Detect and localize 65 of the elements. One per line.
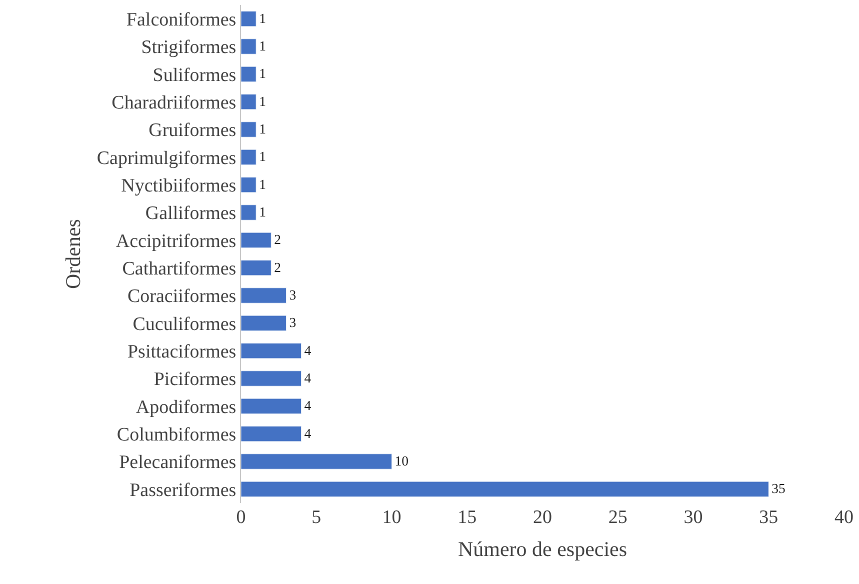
data-label: 3 bbox=[289, 287, 296, 302]
data-label: 4 bbox=[304, 342, 312, 358]
data-label: 10 bbox=[394, 453, 409, 468]
y-tick-label: Cuculiformes bbox=[132, 314, 236, 335]
bar bbox=[241, 176, 256, 193]
data-label: 4 bbox=[304, 370, 312, 386]
bar bbox=[241, 94, 256, 110]
bar bbox=[241, 315, 286, 332]
bar bbox=[241, 66, 256, 82]
y-tick-label: Gruiformes bbox=[148, 120, 236, 142]
data-label: 1 bbox=[259, 176, 266, 192]
bar bbox=[241, 38, 256, 54]
x-tick-label: 0 bbox=[236, 507, 246, 528]
data-label: 1 bbox=[259, 204, 266, 220]
x-tick-label: 15 bbox=[458, 507, 477, 528]
bar bbox=[241, 288, 286, 304]
data-label: 2 bbox=[274, 232, 282, 248]
x-tick-label: 35 bbox=[759, 507, 778, 528]
y-tick-label: Nyctibiiformes bbox=[121, 175, 236, 196]
data-label: 4 bbox=[304, 398, 312, 414]
y-tick-label: Pelecaniformes bbox=[119, 452, 236, 474]
y-tick-label: Passeriformes bbox=[130, 480, 236, 501]
bar bbox=[241, 398, 302, 414]
y-tick-label: Strigiformes bbox=[141, 37, 236, 58]
y-tick-label: Psittaciformes bbox=[127, 341, 236, 362]
data-label: 1 bbox=[259, 66, 266, 82]
bar bbox=[241, 260, 272, 276]
y-tick-label: Charadriiformes bbox=[112, 92, 236, 114]
y-tick-label: Columbiformes bbox=[116, 424, 236, 446]
x-tick-label: 30 bbox=[684, 507, 703, 528]
y-tick-label: Caprimulgiformes bbox=[96, 148, 236, 169]
x-tick-label: 5 bbox=[312, 507, 322, 528]
data-label: 1 bbox=[259, 38, 266, 54]
bar bbox=[241, 426, 302, 442]
x-tick-label: 20 bbox=[533, 507, 552, 528]
y-tick-label: Cathartiformes bbox=[122, 258, 236, 280]
bar bbox=[241, 204, 256, 220]
y-tick-label: Piciformes bbox=[154, 369, 236, 390]
y-tick-label: Coraciiformes bbox=[128, 286, 236, 308]
data-label: 1 bbox=[259, 94, 266, 109]
x-tick-label: 25 bbox=[608, 507, 628, 528]
data-label: 1 bbox=[259, 149, 266, 164]
y-tick-label: Apodiformes bbox=[136, 396, 236, 418]
data-label: 3 bbox=[289, 315, 296, 330]
data-label: 2 bbox=[274, 260, 282, 275]
bar bbox=[241, 10, 256, 27]
y-tick-label: Falconiformes bbox=[126, 9, 236, 30]
x-axis-title: Número de especies bbox=[458, 537, 628, 562]
data-label: 1 bbox=[259, 10, 266, 26]
bar bbox=[241, 122, 256, 138]
data-label: 4 bbox=[304, 426, 312, 441]
bar bbox=[241, 481, 769, 498]
y-tick-label: Accipitriformes bbox=[116, 230, 236, 252]
bar bbox=[241, 342, 302, 359]
y-tick-label: Galliformes bbox=[145, 203, 236, 224]
y-tick-label: Suliformes bbox=[152, 64, 236, 86]
data-label: 35 bbox=[772, 481, 786, 496]
bar bbox=[241, 370, 302, 386]
bar bbox=[241, 149, 256, 166]
bar bbox=[241, 454, 392, 470]
y-axis-title: Ordenes bbox=[61, 219, 86, 289]
x-tick-label: 10 bbox=[382, 507, 402, 528]
x-tick-label: 40 bbox=[834, 507, 854, 528]
bar bbox=[241, 232, 272, 248]
data-label: 1 bbox=[259, 121, 266, 136]
